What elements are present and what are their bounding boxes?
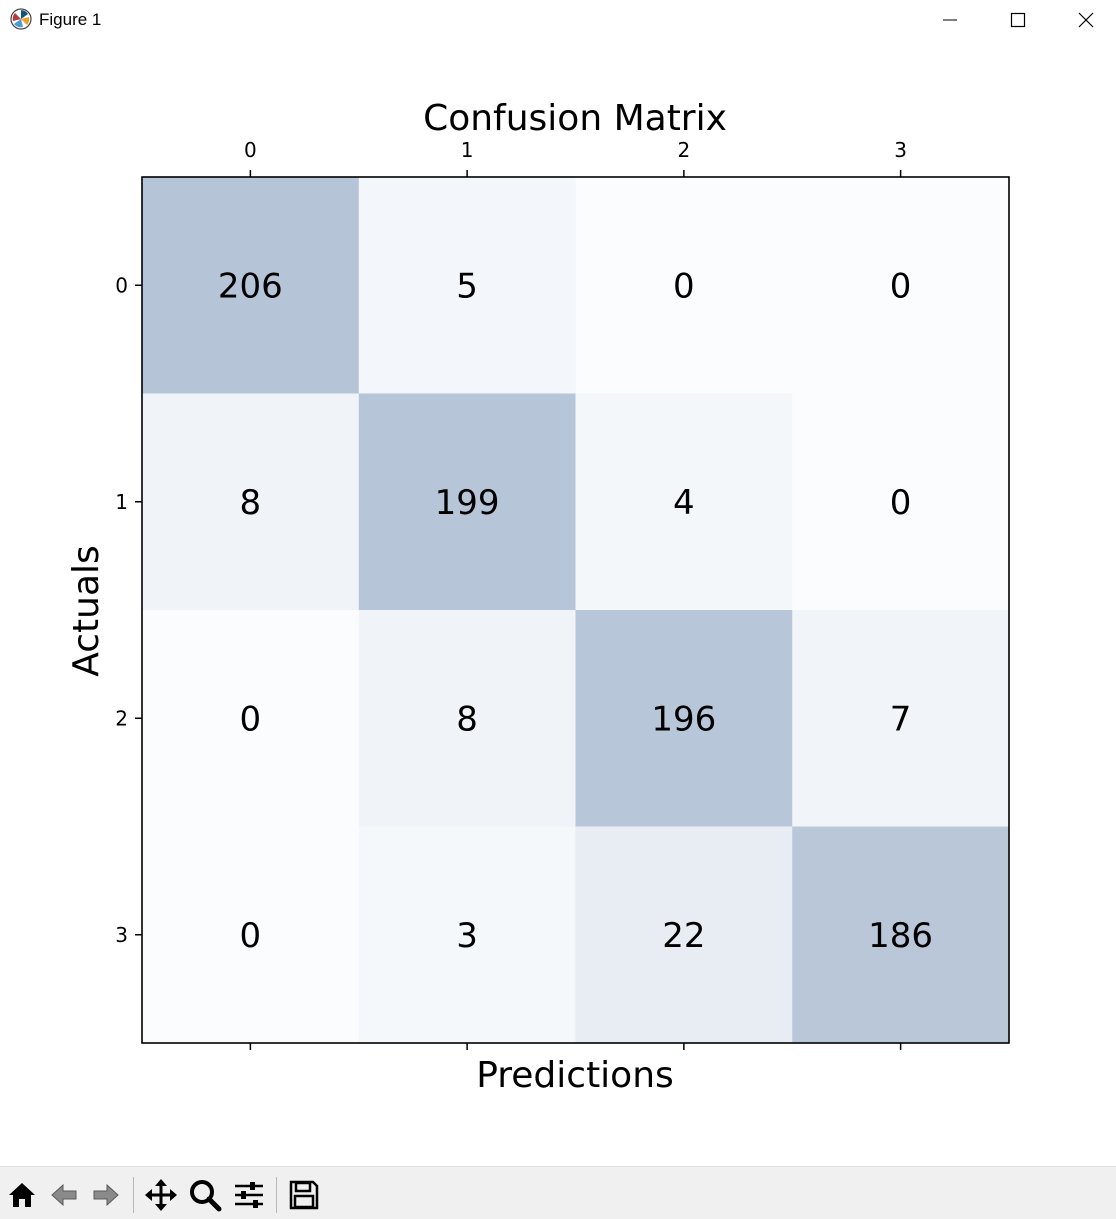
matrix-cell-2-3	[792, 610, 1010, 827]
y-tick-label: 0	[115, 273, 128, 297]
matrix-cell-2-1	[358, 610, 576, 827]
cell-value-label: 0	[673, 266, 695, 306]
matrix-cell-1-0	[142, 393, 360, 611]
cell-value-label: 0	[890, 266, 912, 306]
matplotlib-icon	[10, 8, 32, 30]
confusion-matrix-chart: 206 5 0 0 8 199 4 0 0 8 196 7 0 3 22 186 0 1 2 3 0 1 2 3 Conf…	[66, 98, 1010, 1096]
figure-canvas[interactable]: 206 5 0 0 8 199 4 0 0 8 196 7 0 3 22 186 0 1 2 3 0 1 2 3 Conf…	[0, 40, 1116, 1165]
matrix-cell-1-1	[358, 393, 576, 611]
cell-value-label: 22	[662, 916, 705, 956]
matrix-cell-2-2	[575, 610, 793, 827]
maximize-icon	[1010, 12, 1026, 28]
matrix-cell-1-2	[575, 393, 793, 611]
title-bar[interactable]: Figure 1	[0, 0, 1116, 40]
toolbar-separator	[133, 1177, 134, 1213]
matrix-cell-0-0	[142, 177, 360, 394]
home-button[interactable]	[2, 1175, 42, 1215]
save-button[interactable]	[284, 1175, 324, 1215]
y-axis-label: Actuals	[66, 545, 107, 677]
minimize-button[interactable]	[916, 0, 984, 40]
y-tick-label: 3	[115, 923, 128, 947]
x-tick-label: 0	[244, 138, 257, 162]
forward-arrow-icon	[93, 1183, 119, 1207]
axes-frame	[141, 176, 1010, 1044]
back-arrow-icon	[51, 1183, 77, 1207]
forward-button[interactable]	[86, 1175, 126, 1215]
cell-value-label: 3	[456, 916, 478, 956]
cell-value-label: 199	[435, 483, 500, 523]
cell-value-label: 0	[890, 483, 912, 523]
cell-value-label: 8	[456, 699, 478, 739]
matrix-cell-2-0	[142, 610, 360, 827]
matrix-cell-0-1	[358, 177, 576, 394]
sliders-icon	[235, 1182, 263, 1208]
y-tick-label: 1	[115, 490, 128, 514]
cell-value-label: 0	[240, 699, 262, 739]
zoom-button[interactable]	[185, 1175, 225, 1215]
window-title: Figure 1	[39, 10, 102, 29]
toolbar-separator	[276, 1177, 277, 1213]
matrix-cell-1-3	[792, 393, 1010, 611]
cell-value-label: 7	[890, 699, 912, 739]
matrix-cell-3-3	[792, 826, 1010, 1044]
cell-value-label: 186	[868, 916, 933, 956]
magnifier-icon	[190, 1180, 222, 1212]
matrix-cell-3-0	[142, 826, 360, 1044]
x-tick-label: 1	[461, 138, 474, 162]
cell-value-label: 5	[456, 266, 478, 306]
home-icon	[9, 1183, 35, 1207]
matrix-cell-3-2	[575, 826, 793, 1044]
matrix-cell-0-2	[575, 177, 793, 394]
close-icon	[1078, 12, 1094, 28]
subplots-button[interactable]	[229, 1175, 269, 1215]
maximize-button[interactable]	[984, 0, 1052, 40]
x-tick-label: 3	[894, 138, 907, 162]
navigation-toolbar	[0, 1166, 1116, 1219]
floppy-icon	[289, 1180, 319, 1210]
move-icon	[145, 1179, 177, 1211]
cell-value-label: 196	[651, 699, 716, 739]
matrix-cell-0-3	[792, 177, 1010, 394]
y-tick-label: 2	[115, 706, 128, 730]
cell-value-label: 8	[240, 483, 262, 523]
cell-value-label: 4	[673, 483, 695, 523]
matrix-cell-3-1	[358, 826, 576, 1044]
chart-title: Confusion Matrix	[423, 98, 727, 139]
close-button[interactable]	[1052, 0, 1116, 40]
minimize-icon	[943, 19, 957, 21]
cell-value-label: 206	[218, 266, 283, 306]
x-axis-label: Predictions	[476, 1055, 674, 1096]
back-button[interactable]	[44, 1175, 84, 1215]
x-tick-label: 2	[678, 138, 691, 162]
pan-button[interactable]	[141, 1175, 181, 1215]
cell-value-label: 0	[240, 916, 262, 956]
